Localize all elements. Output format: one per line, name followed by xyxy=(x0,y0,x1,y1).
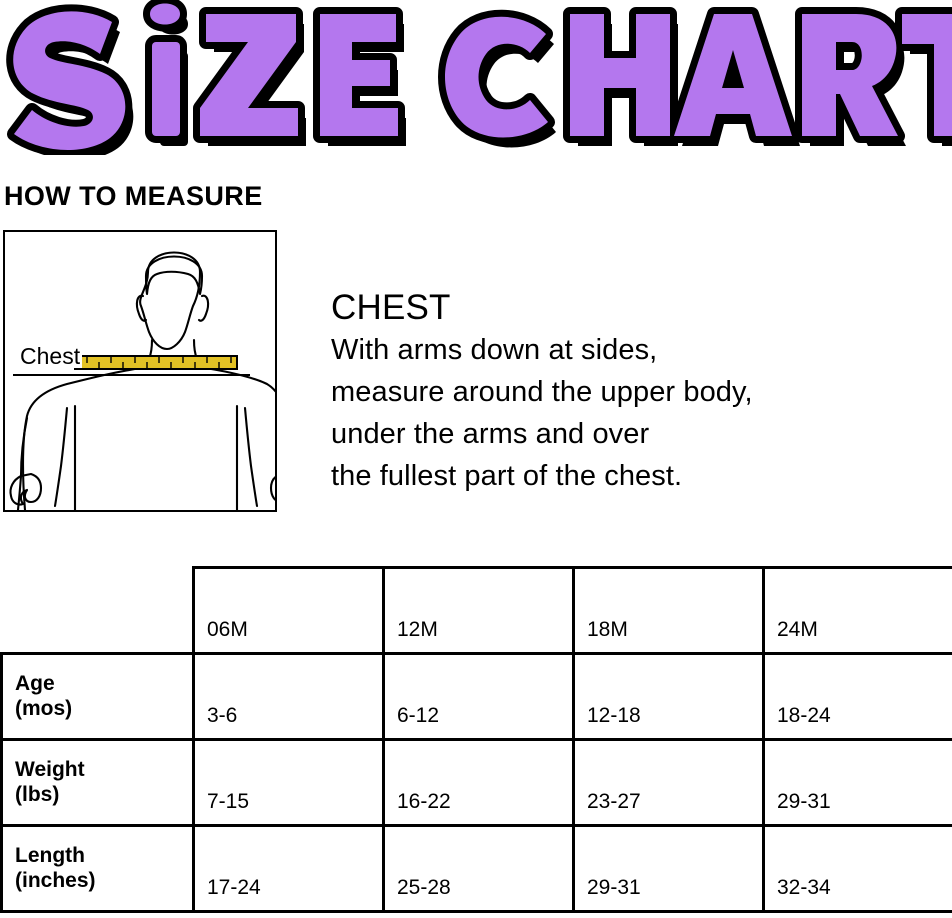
cell-length-06m: 17-24 xyxy=(192,824,385,913)
size-table: 06M 12M 18M 24M Age (mos) 3-6 6-12 12-18… xyxy=(0,566,952,913)
table-column-header-24m: 24M xyxy=(762,566,952,655)
measurement-figure-box xyxy=(3,230,277,512)
chest-description-line: measure around the upper body, xyxy=(331,376,753,409)
row-label-line: Weight xyxy=(15,757,85,781)
row-label-line: (inches) xyxy=(15,868,96,892)
cell-length-12m: 25-28 xyxy=(382,824,575,913)
table-row: Length (inches) 17-24 25-28 29-31 32-34 xyxy=(0,824,952,913)
chest-description-line: With arms down at sides, xyxy=(331,334,658,367)
table-column-header-12m: 12M xyxy=(382,566,575,655)
figure-shoulder-left xyxy=(21,366,143,510)
body-figure-illustration xyxy=(9,251,275,510)
chest-description-line: the fullest part of the chest. xyxy=(331,460,683,493)
figure-hair xyxy=(144,255,204,296)
figure-head xyxy=(139,251,202,351)
cell-age-24m: 18-24 xyxy=(762,652,952,741)
table-row: Age (mos) 3-6 6-12 12-18 18-24 xyxy=(0,652,952,741)
cell-weight-12m: 16-22 xyxy=(382,738,575,827)
cell-age-12m: 6-12 xyxy=(382,652,575,741)
cell-age-06m: 3-6 xyxy=(192,652,385,741)
cell-weight-24m: 29-31 xyxy=(762,738,952,827)
chest-description-title: CHEST xyxy=(331,288,451,327)
row-label-line: (mos) xyxy=(15,696,73,720)
row-label-length: Length (inches) xyxy=(0,824,195,913)
figure-arm-right-inner xyxy=(243,406,259,508)
measuring-tape xyxy=(74,355,238,370)
cell-age-18m: 12-18 xyxy=(572,652,765,741)
figure-hand-right xyxy=(269,476,275,501)
chest-description-line: under the arms and over xyxy=(331,418,650,451)
row-label-weight: Weight (lbs) xyxy=(0,738,195,827)
chest-description-block: CHEST With arms down at sides, measure a… xyxy=(331,288,931,497)
cell-weight-18m: 23-27 xyxy=(572,738,765,827)
figure-arm-left-inner xyxy=(53,406,69,508)
row-label-line: (lbs) xyxy=(15,782,60,806)
cell-length-18m: 29-31 xyxy=(572,824,765,913)
table-column-header-06m: 06M xyxy=(192,566,385,655)
page-title-banner xyxy=(0,0,952,155)
figure-shoulder-right xyxy=(203,366,275,393)
table-column-header-18m: 18M xyxy=(572,566,765,655)
table-row: Weight (lbs) 7-15 16-22 23-27 29-31 xyxy=(0,738,952,827)
figure-hand-left xyxy=(9,472,43,506)
row-label-line: Length xyxy=(15,843,85,867)
cell-weight-06m: 7-15 xyxy=(192,738,385,827)
cell-length-24m: 32-34 xyxy=(762,824,952,913)
row-label-line: Age xyxy=(15,671,55,695)
how-to-measure-heading: HOW TO MEASURE xyxy=(4,181,263,211)
size-chart-wordmark xyxy=(0,0,952,155)
row-label-age: Age (mos) xyxy=(0,652,195,741)
figure-ear-left xyxy=(135,294,148,322)
chest-description-text: With arms down at sides, measure around … xyxy=(331,329,931,497)
table-header-row: 06M 12M 18M 24M xyxy=(1,566,952,655)
figure-ear-right xyxy=(197,294,210,322)
table-corner-cell xyxy=(1,567,194,654)
